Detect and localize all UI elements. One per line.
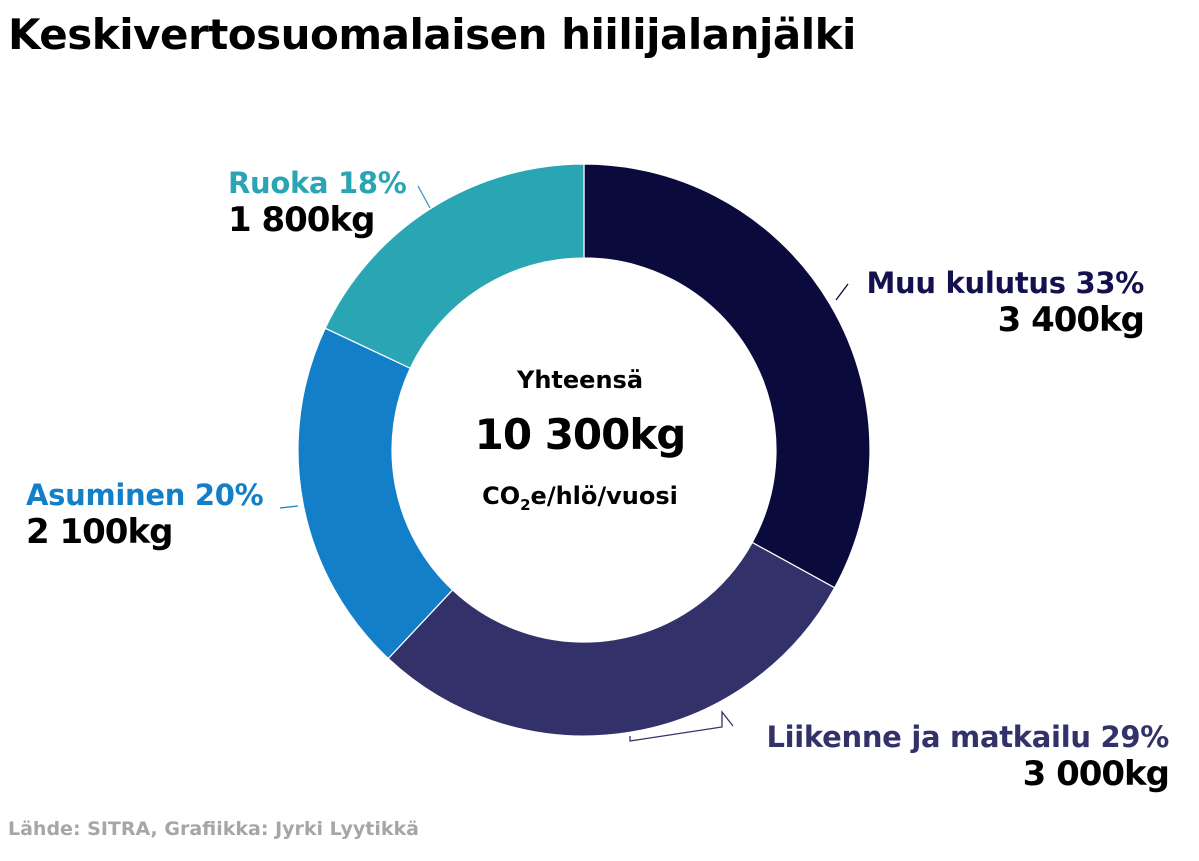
label-muu-kulutus-pct: Muu kulutus 33%	[866, 266, 1144, 300]
slice-liikenne-ja-matkailu	[387, 541, 836, 737]
label-asuminen: Asuminen 20% 2 100kg	[26, 478, 264, 552]
slice-ruoka	[324, 163, 585, 370]
label-asuminen-kg: 2 100kg	[26, 512, 173, 552]
chart-title: Keskivertosuomalaisen hiilijalanjälki	[8, 10, 856, 59]
total-value: 10 300kg	[474, 410, 687, 459]
unit-subscript: 2	[520, 495, 531, 514]
label-liikenne: Liikenne ja matkailu 29% 3 000kg	[766, 720, 1170, 794]
total-unit: CO2e/hlö/vuosi	[430, 482, 730, 514]
slice-asuminen	[297, 327, 454, 660]
label-ruoka-pct: Ruoka 18%	[228, 166, 407, 200]
leader-liikenne	[629, 710, 734, 742]
leader-asuminen	[279, 505, 299, 509]
label-muu-kulutus: Muu kulutus 33% 3 400kg	[866, 266, 1145, 340]
leader-muu-kulutus	[835, 283, 849, 301]
label-ruoka: Ruoka 18% 1 800kg	[228, 166, 407, 240]
label-ruoka-kg: 1 800kg	[228, 200, 375, 240]
label-liikenne-kg: 3 000kg	[1022, 754, 1170, 794]
unit-prefix: CO	[482, 482, 521, 510]
unit-suffix: e/hlö/vuosi	[530, 482, 678, 510]
label-asuminen-pct: Asuminen 20%	[26, 478, 264, 512]
source-credit: Lähde: SITRA, Grafiikka: Jyrki Lyytikkä	[8, 818, 419, 840]
label-muu-kulutus-kg: 3 400kg	[997, 300, 1145, 340]
leader-ruoka	[417, 185, 431, 209]
total-heading: Yhteensä	[516, 366, 644, 394]
slice-muu-kulutus	[583, 163, 871, 589]
label-liikenne-pct: Liikenne ja matkailu 29%	[766, 720, 1169, 754]
